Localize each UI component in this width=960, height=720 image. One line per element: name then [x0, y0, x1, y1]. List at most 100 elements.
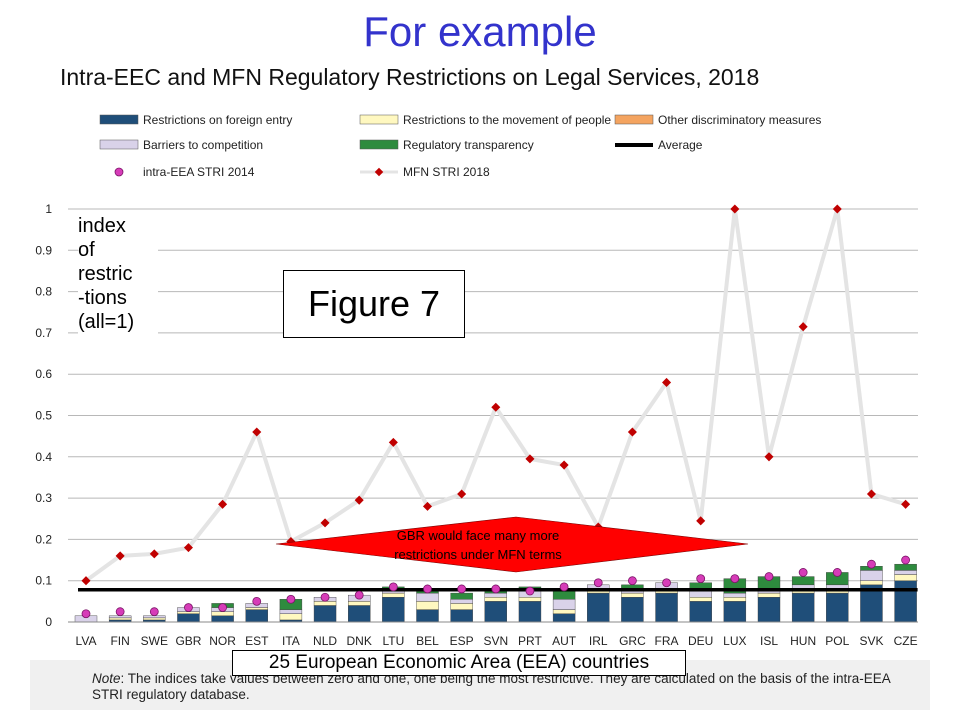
- y-axis-label-line: of: [78, 239, 95, 261]
- y-tick-label: 0.2: [35, 532, 52, 546]
- mfn-diamond: [115, 551, 125, 561]
- y-tick-label: 0.8: [35, 285, 52, 299]
- bar-segment-transparency: [791, 576, 815, 586]
- x-tick-label: ESP: [450, 634, 474, 648]
- bar-segment-foreign_entry: [587, 592, 610, 623]
- intra-eea-dot: [867, 559, 876, 569]
- bar-segment-movement: [416, 601, 439, 610]
- mfn-diamond: [662, 377, 672, 387]
- mfn-diamond: [559, 460, 569, 470]
- bar-segment-foreign_entry: [416, 609, 439, 623]
- x-tick-label: FIN: [110, 634, 129, 648]
- bar-segment-foreign_entry: [894, 580, 917, 623]
- x-tick-label: NLD: [313, 634, 337, 648]
- x-tick-label: NOR: [209, 634, 236, 648]
- x-tick-label: LTU: [382, 634, 404, 648]
- bar-segment-movement: [484, 597, 507, 602]
- mfn-diamond: [730, 204, 740, 214]
- intra-eea-dot: [764, 572, 774, 581]
- legend-swatch: [114, 167, 124, 177]
- intra-eea-dot: [184, 603, 193, 612]
- bar-segment-competition: [894, 570, 917, 575]
- y-tick-label: 0.4: [35, 450, 52, 464]
- bar-segment-transparency: [894, 563, 917, 571]
- bar-segment-competition: [552, 599, 576, 610]
- bar-segment-movement: [894, 574, 917, 581]
- mfn-diamond: [252, 427, 262, 437]
- intra-eea-dot: [798, 568, 808, 577]
- bar-segment-competition: [279, 609, 303, 614]
- x-tick-label: GBR: [175, 634, 201, 648]
- bar-segment-foreign_entry: [552, 613, 576, 623]
- x-tick-label: ITA: [282, 634, 300, 648]
- intra-eea-dot: [457, 584, 467, 594]
- intra-eea-dot: [252, 596, 262, 606]
- bar-segment-movement: [860, 580, 883, 586]
- bar-segment-foreign_entry: [211, 615, 234, 623]
- x-tick-label: AUT: [552, 634, 577, 648]
- mfn-diamond: [183, 543, 193, 553]
- x-tick-label: POL: [825, 634, 849, 648]
- y-tick-label: 0.9: [35, 243, 52, 257]
- intra-eea-dot: [730, 574, 740, 584]
- x-tick-label: HUN: [790, 634, 816, 648]
- bar-segment-movement: [279, 613, 303, 621]
- bar-segment-movement: [313, 601, 337, 606]
- bar-segment-movement: [177, 611, 200, 614]
- gbr-arrow: [275, 516, 749, 573]
- bar-segment-movement: [757, 592, 781, 598]
- bar-segment-competition: [450, 599, 473, 604]
- bar-segment-competition: [860, 570, 883, 581]
- bar-segment-movement: [348, 601, 371, 606]
- legend-label: Restrictions to the movement of people: [403, 113, 611, 127]
- legend-label: intra-EEA STRI 2014: [143, 165, 255, 179]
- bar-segment-transparency: [450, 592, 473, 600]
- bar-segment-foreign_entry: [382, 597, 405, 623]
- bar-segment-foreign_entry: [757, 597, 781, 623]
- bar-segment-foreign_entry: [313, 605, 337, 623]
- bar-segment-movement: [211, 611, 234, 617]
- legend-label: Regulatory transparency: [403, 138, 534, 152]
- eea-countries-callout: 25 European Economic Area (EEA) countrie…: [232, 650, 686, 676]
- intra-eea-dot: [696, 574, 706, 584]
- bar-segment-foreign_entry: [348, 605, 371, 623]
- intra-eea-dot: [662, 578, 671, 588]
- slide-title: For example: [363, 8, 597, 55]
- legend-swatch: [614, 114, 654, 125]
- intra-eea-dot: [286, 594, 296, 604]
- intra-eea-dot: [115, 607, 125, 617]
- intra-eea-dot: [593, 578, 603, 588]
- x-tick-label: IRL: [589, 634, 608, 648]
- legend-label: Other discriminatory measures: [658, 113, 821, 127]
- chart-title: Intra-EEC and MFN Regulatory Restriction…: [60, 64, 760, 90]
- bar-segment-movement: [518, 597, 542, 602]
- intra-eea-dot: [491, 584, 501, 594]
- bar-segment-foreign_entry: [484, 601, 507, 623]
- bar-segment-foreign_entry: [518, 601, 542, 623]
- figure-label: Figure 7: [283, 270, 465, 338]
- bar-segment-movement: [552, 609, 576, 614]
- x-tick-label: LUX: [723, 634, 746, 648]
- y-tick-label: 0: [45, 615, 52, 629]
- x-tick-label: FRA: [655, 634, 679, 648]
- bar-segment-movement: [723, 597, 747, 602]
- intra-eea-dot: [149, 607, 159, 617]
- mfn-diamond: [764, 452, 774, 462]
- bar-segment-foreign_entry: [826, 592, 849, 623]
- bar-segment-foreign_entry: [723, 601, 747, 623]
- x-tick-label: SVK: [859, 634, 883, 648]
- x-tick-label: DEU: [688, 634, 713, 648]
- intra-eea-dot: [832, 568, 842, 577]
- chart-svg: Restrictions on foreign entry Restriction…: [30, 100, 930, 660]
- intra-eea-dot: [320, 592, 330, 602]
- y-tick-label: 0.5: [35, 409, 52, 423]
- mfn-diamond: [149, 549, 159, 559]
- y-axis-label: index of restric -tions (all=1): [78, 214, 158, 334]
- x-tick-label: BEL: [416, 634, 439, 648]
- intra-eea-dot: [388, 582, 398, 592]
- x-tick-label: GRC: [619, 634, 646, 648]
- legend-swatch: [99, 139, 139, 150]
- intra-eea-dot: [901, 555, 910, 565]
- y-axis-label-line: restric: [78, 263, 133, 285]
- legend-label: MFN STRI 2018: [403, 165, 490, 179]
